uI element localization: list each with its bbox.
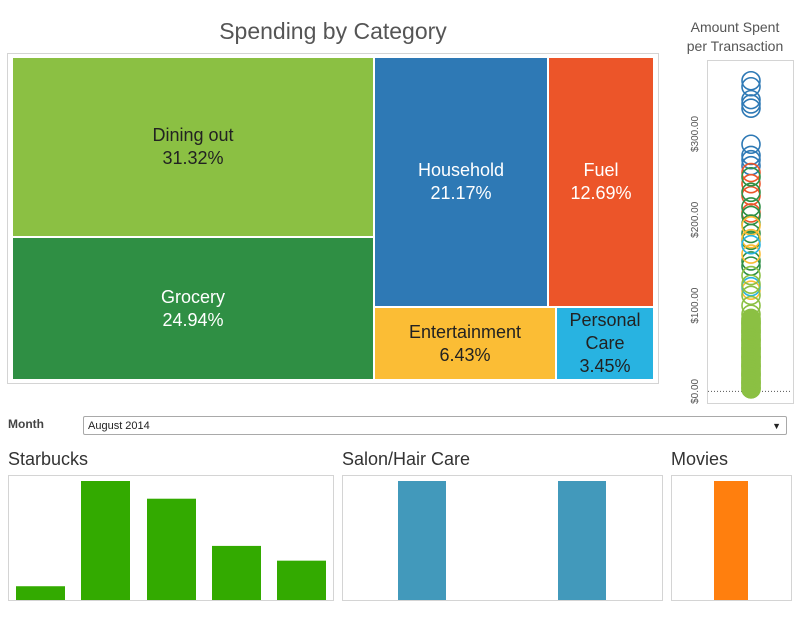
scatter-point[interactable] xyxy=(741,308,761,329)
month-select-value: August 2014 xyxy=(88,420,150,432)
chevron-down-icon[interactable]: ▼ xyxy=(772,421,781,431)
tile-label: Fuel xyxy=(583,160,619,180)
scatter-point[interactable] xyxy=(741,134,761,155)
tile-personal-care[interactable]: Personal Care 3.45% xyxy=(556,307,654,380)
y-tick-label: $100.00 xyxy=(690,287,701,324)
movies-chart-frame xyxy=(671,475,792,601)
month-label: Month xyxy=(8,417,44,431)
scatter-point[interactable] xyxy=(741,265,761,286)
starbucks-chart-frame xyxy=(8,475,334,601)
tile-grocery[interactable]: Grocery 24.94% xyxy=(12,237,374,380)
scatter-point[interactable] xyxy=(741,167,761,187)
bar[interactable] xyxy=(277,560,326,600)
scatter-point[interactable] xyxy=(741,228,761,249)
scatter-title: Amount Spent per Transaction xyxy=(686,19,784,54)
tile-percent: 3.45% xyxy=(579,356,631,376)
salon-title: Salon/Hair Care xyxy=(342,449,471,469)
bar[interactable] xyxy=(147,498,196,600)
tile-dining-out[interactable]: Dining out 31.32% xyxy=(12,57,374,237)
scatter-point[interactable] xyxy=(741,182,761,203)
movies-title: Movies xyxy=(671,449,729,469)
scatter-point[interactable] xyxy=(741,215,761,236)
tile-percent: 6.43% xyxy=(439,344,491,365)
scatter-point[interactable] xyxy=(741,94,761,114)
tile-percent: 12.69% xyxy=(570,183,632,203)
bar[interactable] xyxy=(714,481,748,600)
starbucks-bar-chart xyxy=(16,481,326,600)
scatter-point[interactable] xyxy=(741,274,761,294)
scatter-plot: $0.00 $100.00 $200.00 $300.00 xyxy=(690,70,792,404)
scatter-point[interactable] xyxy=(741,173,761,194)
treemap: Dining out 31.32% Grocery 24.94% Househo… xyxy=(7,53,659,384)
tile-label: Dining out xyxy=(152,125,234,145)
tile-percent: 31.32% xyxy=(162,148,224,168)
scatter-point[interactable] xyxy=(741,98,761,119)
scatter-point[interactable] xyxy=(741,197,761,217)
tile-fuel[interactable]: Fuel 12.69% xyxy=(548,57,654,307)
scatter-point[interactable] xyxy=(741,70,761,91)
tile-entertainment[interactable]: Entertainment 6.43% xyxy=(374,307,556,380)
tile-label: Household xyxy=(417,160,505,180)
tile-percent: 21.17% xyxy=(430,183,492,203)
salon-chart-frame xyxy=(342,475,663,601)
tile-label: Entertainment xyxy=(408,321,522,342)
scatter-point[interactable] xyxy=(741,223,761,244)
month-select[interactable]: August 2014 ▼ xyxy=(83,416,787,435)
treemap-title: Spending by Category xyxy=(219,18,447,44)
bar[interactable] xyxy=(398,481,446,600)
tile-household[interactable]: Household 21.17% xyxy=(374,57,548,307)
y-tick-label: $0.00 xyxy=(690,378,701,403)
y-tick-label: $200.00 xyxy=(690,201,701,238)
scatter-point[interactable] xyxy=(741,89,761,110)
scatter-point[interactable] xyxy=(741,145,761,166)
starbucks-title: Starbucks xyxy=(8,449,89,469)
tile-label: Grocery xyxy=(160,286,225,307)
y-tick-label: $300.00 xyxy=(690,115,701,152)
scatter-point[interactable] xyxy=(741,234,761,255)
scatter-point[interactable] xyxy=(741,285,761,306)
bar[interactable] xyxy=(212,545,261,600)
bar[interactable] xyxy=(81,481,130,600)
bar[interactable] xyxy=(558,481,606,600)
tile-label: Personal Care xyxy=(569,310,641,353)
bar[interactable] xyxy=(16,586,65,600)
scatter-point[interactable] xyxy=(741,244,761,264)
movies-bar-chart xyxy=(714,481,748,600)
tile-percent: 24.94% xyxy=(162,309,224,330)
scatter-point[interactable] xyxy=(741,251,761,271)
scatter-point[interactable] xyxy=(741,149,761,170)
scatter-frame xyxy=(707,60,794,404)
scatter-point[interactable] xyxy=(741,76,761,97)
scatter-point[interactable] xyxy=(741,162,761,183)
salon-bar-chart xyxy=(398,481,606,600)
